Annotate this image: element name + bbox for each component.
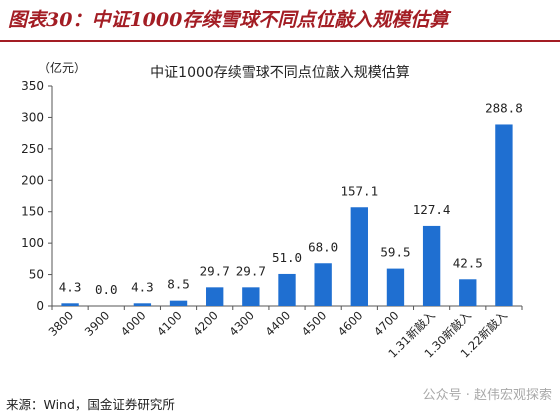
x-tick-label: 3800 xyxy=(46,308,77,339)
title-divider xyxy=(0,40,560,42)
bars xyxy=(61,124,513,307)
y-tick-label: 350 xyxy=(21,79,44,93)
bar xyxy=(459,279,477,306)
bar xyxy=(314,263,332,306)
x-tick-label: 4400 xyxy=(263,308,294,339)
x-tick-label: 4200 xyxy=(190,308,221,339)
y-tick-label: 150 xyxy=(21,205,44,219)
source-note: 来源：Wind，国金证券研究所 xyxy=(6,397,175,412)
x-tick-label: 4000 xyxy=(118,308,149,339)
bar xyxy=(350,207,368,306)
bar-value-label: 29.7 xyxy=(236,263,266,278)
bar-value-label: 4.3 xyxy=(59,279,82,294)
bar-value-label: 51.0 xyxy=(272,250,302,265)
x-tick-label: 4600 xyxy=(335,308,366,339)
bar xyxy=(242,287,260,306)
bar xyxy=(386,268,405,306)
bar xyxy=(278,273,296,306)
bar-value-label: 8.5 xyxy=(167,277,190,292)
y-axis-unit-label: （亿元） xyxy=(38,60,86,75)
y-tick-label: 250 xyxy=(21,142,44,156)
bar-value-label: 68.0 xyxy=(308,239,338,254)
y-tick-label: 50 xyxy=(29,268,44,282)
x-tick-label: 4700 xyxy=(371,308,402,339)
bar xyxy=(61,303,79,306)
x-tick-label: 3900 xyxy=(82,308,113,339)
bar-value-label: 288.8 xyxy=(485,100,523,115)
x-tick-label: 4500 xyxy=(299,308,330,339)
bar-value-label: 0.0 xyxy=(95,282,118,297)
bar xyxy=(169,300,188,306)
bar xyxy=(133,303,152,306)
value-labels: 4.3 0.0 4.3 8.5 29.7 29.7 51.0 68.0 157.1 59.5 127… xyxy=(59,100,523,297)
bar-value-label: 59.5 xyxy=(380,245,410,260)
y-tick-label: 0 xyxy=(36,299,44,313)
bar-chart: 中证1000存续雪球不同点位敲入规模估算 （亿元） 0 50 100 150 200 25… xyxy=(21,60,523,361)
y-tick-label: 100 xyxy=(21,236,44,250)
watermark: 公众号 · 赵伟宏观探索 xyxy=(422,388,552,403)
figure-title: 图表30：中证1000存续雪球不同点位敲入规模估算 xyxy=(8,9,449,31)
bar-value-label: 157.1 xyxy=(340,183,378,198)
bar-value-label: 4.3 xyxy=(131,279,154,294)
y-tick-label: 300 xyxy=(21,110,44,124)
bar xyxy=(206,287,224,306)
bar-value-label: 42.5 xyxy=(453,255,483,270)
bar xyxy=(422,225,441,306)
bar xyxy=(495,124,513,307)
chart-title: 中证1000存续雪球不同点位敲入规模估算 xyxy=(150,64,410,81)
y-tick-label: 200 xyxy=(21,173,44,187)
x-tick-label: 4300 xyxy=(226,308,257,339)
x-tick-label: 4100 xyxy=(154,308,185,339)
bar-value-label: 29.7 xyxy=(200,263,230,278)
bar-value-label: 127.4 xyxy=(413,202,451,217)
axes: 0 50 100 150 200 250 300 350 3800 3900 4000 4100 420… xyxy=(21,79,523,361)
